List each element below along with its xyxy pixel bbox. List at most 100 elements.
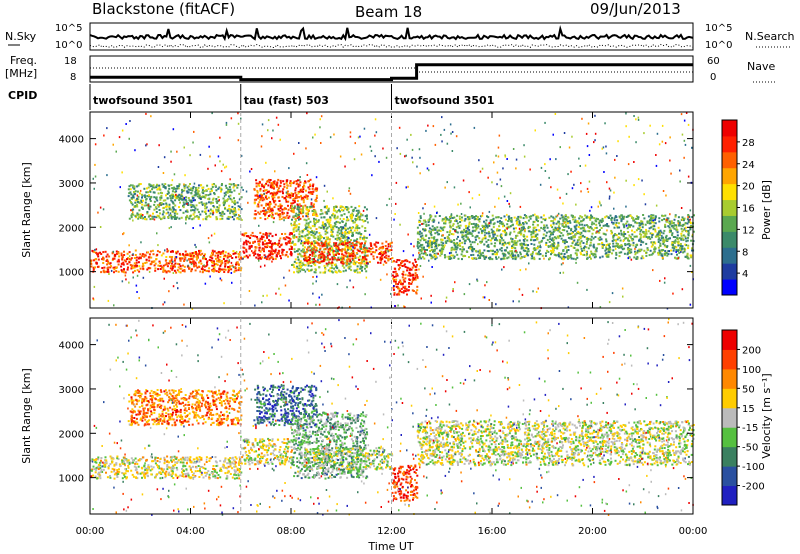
scatter-cell — [471, 215, 474, 218]
scatter-cell — [537, 216, 540, 219]
scatter-cell — [414, 278, 417, 281]
scatter-cell — [611, 252, 613, 255]
scatter-cell — [170, 216, 173, 219]
scatter-cell — [287, 255, 289, 258]
scatter-cell — [209, 202, 212, 205]
scatter-cell — [595, 248, 598, 251]
scatter-cell — [479, 252, 482, 255]
scatter-cell — [346, 208, 349, 211]
scatter-cell — [349, 229, 352, 232]
scatter-cell — [472, 222, 475, 225]
scatter-cell — [487, 257, 490, 260]
scatter-cell — [355, 218, 358, 220]
scatter-cell — [302, 201, 305, 204]
scatter-cell — [345, 236, 348, 238]
scatter-cell — [329, 258, 332, 261]
scatter-cell — [339, 249, 342, 252]
scatter-cell — [348, 230, 351, 233]
scatter-cell — [138, 183, 141, 186]
scatter-cell — [341, 220, 344, 223]
scatter-cell — [107, 268, 110, 271]
scatter-cell — [306, 174, 309, 176]
scatter-cell — [356, 238, 359, 241]
scatter-cell — [657, 238, 660, 241]
scatter-cell — [271, 186, 274, 189]
scatter-cell — [399, 263, 402, 266]
scatter-cell — [144, 201, 147, 204]
scatter-cell — [440, 241, 443, 244]
scatter-cell — [620, 218, 623, 221]
scatter-cell — [215, 189, 218, 192]
scatter-cell — [640, 233, 643, 236]
scatter-cell — [500, 237, 503, 240]
scatter-cell — [366, 208, 368, 211]
noise-right-tick-high: 10^5 — [705, 23, 732, 34]
scatter-cell — [382, 245, 384, 248]
scatter-cell — [258, 246, 261, 249]
scatter-cell — [402, 278, 405, 281]
scatter-cell — [552, 220, 555, 223]
scatter-cell — [265, 195, 268, 197]
scatter-cell — [302, 211, 305, 214]
scatter-cell — [398, 266, 401, 269]
scatter-cell — [155, 185, 158, 187]
scatter-cell — [567, 225, 570, 228]
scatter-cell — [407, 289, 410, 292]
scatter-cell — [349, 135, 352, 138]
scatter-cell — [113, 257, 116, 260]
scatter-cell — [450, 233, 453, 235]
scatter-cell — [592, 237, 595, 240]
scatter-cell — [95, 262, 98, 265]
scatter-cell — [416, 285, 419, 288]
scatter-cell — [216, 263, 219, 266]
scatter-cell — [590, 250, 593, 253]
scatter-cell — [222, 201, 225, 204]
scatter-cell — [361, 219, 364, 221]
scatter-cell — [270, 192, 273, 195]
scatter-cell — [590, 235, 593, 238]
scatter-cell — [331, 261, 334, 264]
scatter-cell — [126, 268, 129, 271]
scatter-cell — [355, 244, 358, 247]
scatter-cell — [503, 244, 506, 247]
scatter-cell — [520, 245, 523, 248]
scatter-cell — [223, 268, 226, 271]
scatter-cell — [297, 214, 300, 217]
scatter-cell — [332, 226, 335, 229]
scatter-cell — [500, 221, 503, 224]
scatter-cell — [402, 291, 405, 294]
scatter-cell — [651, 252, 654, 255]
scatter-cell — [301, 230, 304, 233]
scatter-cell — [179, 265, 182, 268]
scatter-cell — [263, 254, 266, 257]
scatter-cell — [511, 240, 514, 243]
scatter-cell — [474, 229, 477, 232]
scatter-cell — [307, 262, 310, 265]
scatter-cell — [181, 191, 183, 194]
scatter-cell — [348, 241, 351, 244]
scatter-cell — [229, 254, 231, 256]
scatter-cell — [523, 155, 526, 158]
scatter-cell — [220, 259, 223, 262]
scatter-cell — [691, 249, 693, 252]
scatter-cell — [341, 241, 344, 244]
scatter-cell — [532, 223, 535, 226]
scatter-cell — [329, 267, 332, 270]
scatter-cell — [214, 185, 217, 188]
scatter-cell — [495, 251, 498, 254]
scatter-cell — [552, 228, 555, 231]
scatter-cell — [223, 302, 225, 305]
scatter-cell — [230, 210, 233, 213]
scatter-cell — [627, 223, 630, 226]
scatter-cell — [353, 158, 356, 161]
scatter-cell — [323, 216, 326, 219]
scatter-cell — [436, 226, 439, 229]
scatter-cell — [525, 222, 528, 225]
scatter-cell — [117, 251, 120, 253]
scatter-cell — [189, 252, 192, 255]
scatter-cell — [463, 248, 465, 251]
scatter-cell — [607, 247, 610, 250]
scatter-cell — [259, 231, 262, 234]
scatter-cell — [275, 292, 277, 295]
scatter-cell — [289, 194, 292, 197]
